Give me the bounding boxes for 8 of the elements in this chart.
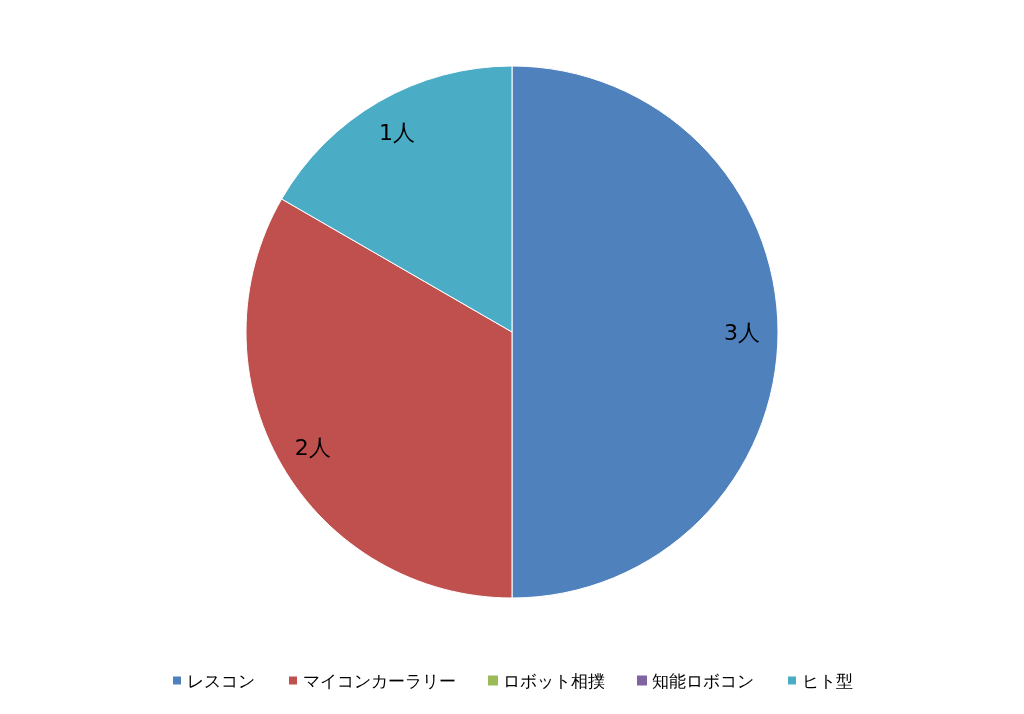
legend-label: レスコン	[187, 670, 255, 691]
legend-label: マイコンカーラリー	[303, 670, 456, 691]
data-label: 2人	[294, 434, 331, 460]
legend-label: ロボット相撲	[503, 670, 605, 691]
legend-label: 知能ロボコン	[652, 670, 754, 691]
legend-label: ヒト型	[802, 670, 853, 691]
data-label: 3人	[724, 319, 761, 345]
data-label: 1人	[378, 120, 415, 146]
